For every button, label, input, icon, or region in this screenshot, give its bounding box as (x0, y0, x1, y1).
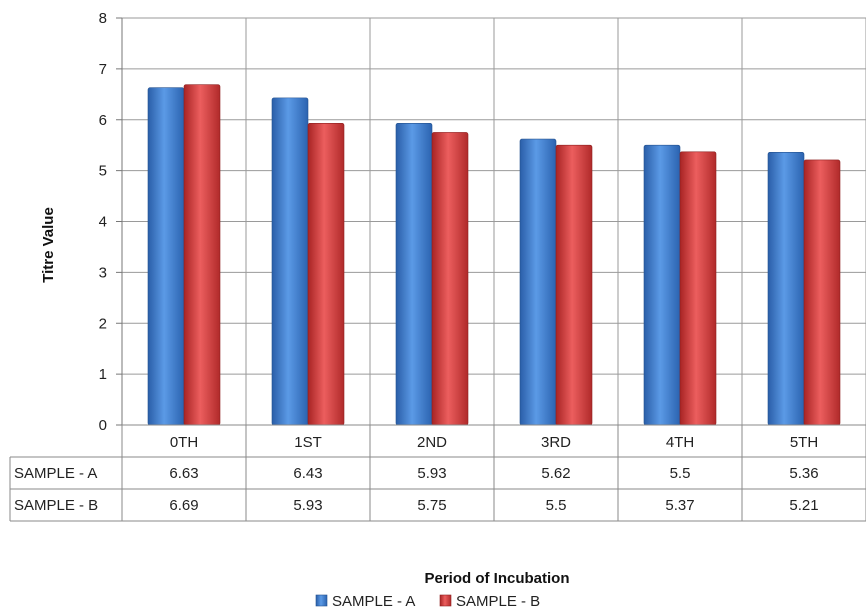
y-axis: 0 1 2 3 4 5 6 7 8 (99, 10, 123, 434)
x-tick-label: 0TH (170, 434, 198, 451)
x-tick-label: 5TH (790, 434, 818, 451)
bar-sample-b (679, 151, 717, 426)
data-label: 5.93 (293, 497, 322, 514)
bar-sample-a (519, 138, 557, 426)
bar-sample-b (431, 132, 469, 426)
bar-sample-b (307, 123, 345, 426)
legend-swatch-sample-b (439, 594, 452, 607)
x-axis-title: Period of Incubation (425, 570, 570, 587)
bar-sample-b (183, 84, 221, 426)
y-tick-label: 5 (99, 163, 107, 180)
gridlines (121, 17, 866, 426)
data-label: 5.75 (417, 497, 446, 514)
y-tick-label: 3 (99, 264, 107, 281)
y-tick-label: 1 (99, 366, 107, 383)
data-label: 5.5 (546, 497, 567, 514)
x-tick-label: 1ST (294, 434, 322, 451)
legend: SAMPLE - A SAMPLE - B (315, 593, 540, 610)
x-tick-label: 4TH (666, 434, 694, 451)
x-tick-label: 2ND (417, 434, 447, 451)
y-tick-label: 8 (99, 10, 107, 27)
y-tick-label: 2 (99, 315, 107, 332)
bar-sample-a (767, 152, 805, 426)
bar-sample-a (271, 97, 309, 426)
legend-label: SAMPLE - A (332, 593, 415, 610)
data-label: 5.37 (665, 497, 694, 514)
data-label: 6.69 (169, 497, 198, 514)
y-tick-label: 6 (99, 112, 107, 129)
table-series-name: SAMPLE - A (14, 465, 97, 482)
bar-sample-a (395, 123, 433, 426)
y-axis-title: Titre Value (40, 207, 57, 283)
legend-swatch-sample-a (315, 594, 328, 607)
data-label: 5.21 (789, 497, 818, 514)
data-label: 5.93 (417, 465, 446, 482)
table-series-name: SAMPLE - B (14, 497, 98, 514)
data-table: 0TH 1ST 2ND 3RD 4TH 5TH SAMPLE - A 6.63 6.43 5.93… (9, 424, 866, 522)
bar-sample-a (147, 87, 185, 426)
bar-sample-b (555, 144, 593, 426)
y-tick-label: 4 (99, 214, 107, 231)
data-label: 5.62 (541, 465, 570, 482)
bar-sample-a (643, 144, 681, 426)
bar-sample-b (803, 159, 841, 426)
y-tick-label: 7 (99, 61, 107, 78)
x-tick-label: 3RD (541, 434, 571, 451)
data-label: 6.43 (293, 465, 322, 482)
y-tick-label: 0 (99, 417, 107, 434)
data-label: 5.36 (789, 465, 818, 482)
bars (147, 84, 841, 426)
data-label: 5.5 (670, 465, 691, 482)
data-label: 6.63 (169, 465, 198, 482)
legend-label: SAMPLE - B (456, 593, 540, 610)
